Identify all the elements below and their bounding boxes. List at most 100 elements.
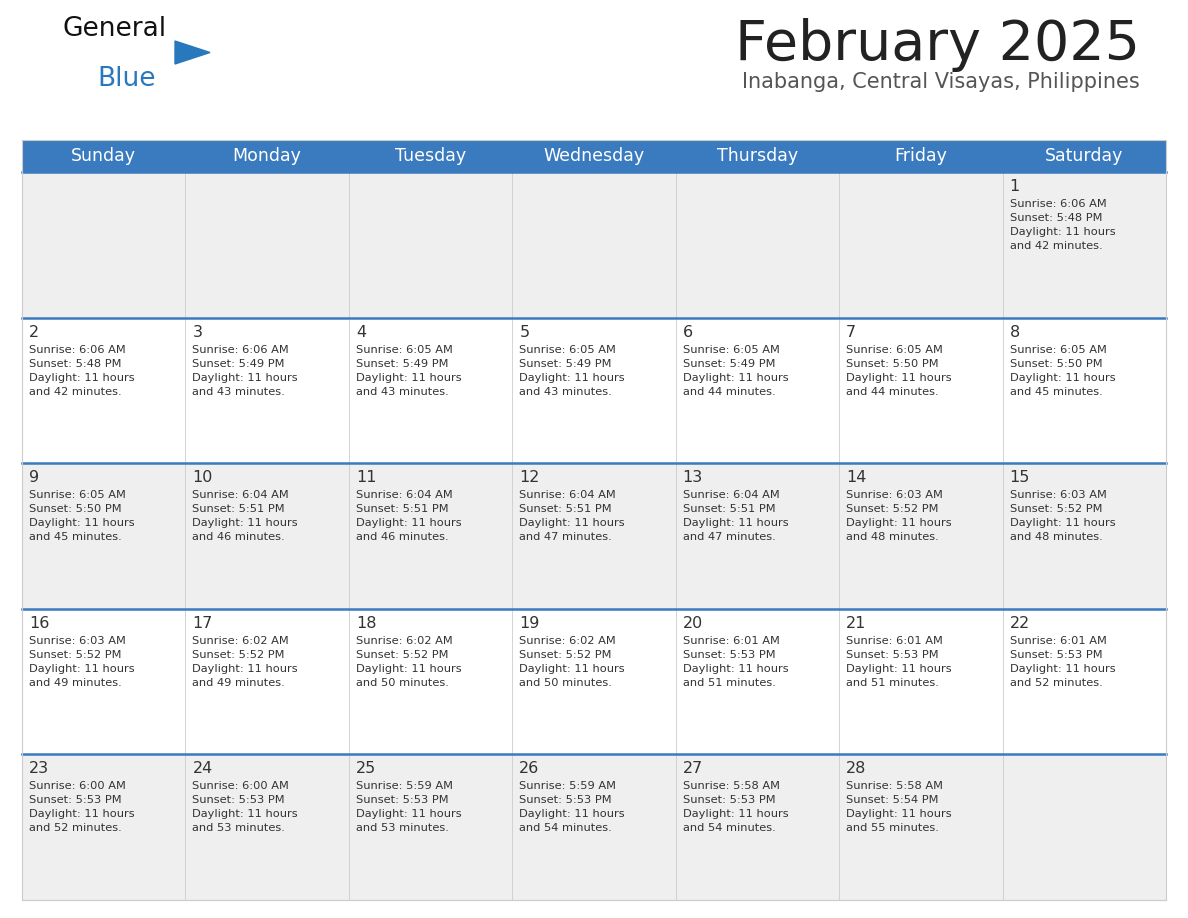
Text: and 43 minutes.: and 43 minutes. xyxy=(356,386,449,397)
Text: Sunrise: 6:05 AM: Sunrise: 6:05 AM xyxy=(846,344,943,354)
Text: and 54 minutes.: and 54 minutes. xyxy=(683,823,776,834)
Text: Sunrise: 6:04 AM: Sunrise: 6:04 AM xyxy=(192,490,289,500)
Text: Sunset: 5:49 PM: Sunset: 5:49 PM xyxy=(356,359,448,369)
Text: Daylight: 11 hours: Daylight: 11 hours xyxy=(192,664,298,674)
Bar xyxy=(23,140,1165,900)
Text: and 49 minutes.: and 49 minutes. xyxy=(192,677,285,688)
Text: Sunrise: 6:01 AM: Sunrise: 6:01 AM xyxy=(1010,636,1106,645)
Text: Sunset: 5:48 PM: Sunset: 5:48 PM xyxy=(29,359,121,369)
Text: 4: 4 xyxy=(356,325,366,340)
Text: Sunrise: 6:06 AM: Sunrise: 6:06 AM xyxy=(192,344,289,354)
Text: and 42 minutes.: and 42 minutes. xyxy=(1010,241,1102,251)
Text: Sunrise: 6:05 AM: Sunrise: 6:05 AM xyxy=(519,344,617,354)
Text: 18: 18 xyxy=(356,616,377,631)
Text: Daylight: 11 hours: Daylight: 11 hours xyxy=(1010,518,1116,528)
Text: 16: 16 xyxy=(29,616,50,631)
Text: and 51 minutes.: and 51 minutes. xyxy=(846,677,939,688)
Text: Sunset: 5:52 PM: Sunset: 5:52 PM xyxy=(29,650,121,660)
Text: Sunrise: 6:03 AM: Sunrise: 6:03 AM xyxy=(1010,490,1106,500)
Text: and 44 minutes.: and 44 minutes. xyxy=(683,386,776,397)
Text: and 43 minutes.: and 43 minutes. xyxy=(519,386,612,397)
Text: and 52 minutes.: and 52 minutes. xyxy=(29,823,121,834)
Text: 19: 19 xyxy=(519,616,539,631)
Text: Sunrise: 6:04 AM: Sunrise: 6:04 AM xyxy=(683,490,779,500)
Text: Sunset: 5:53 PM: Sunset: 5:53 PM xyxy=(192,795,285,805)
Bar xyxy=(23,140,1165,172)
Text: Sunrise: 5:59 AM: Sunrise: 5:59 AM xyxy=(519,781,617,791)
Text: 22: 22 xyxy=(1010,616,1030,631)
Text: and 43 minutes.: and 43 minutes. xyxy=(192,386,285,397)
Text: and 48 minutes.: and 48 minutes. xyxy=(846,532,939,543)
Text: Daylight: 11 hours: Daylight: 11 hours xyxy=(356,664,461,674)
Text: Sunset: 5:53 PM: Sunset: 5:53 PM xyxy=(683,650,776,660)
Text: 12: 12 xyxy=(519,470,539,486)
Text: 5: 5 xyxy=(519,325,530,340)
Text: Sunrise: 6:03 AM: Sunrise: 6:03 AM xyxy=(29,636,126,645)
Text: Sunrise: 6:02 AM: Sunrise: 6:02 AM xyxy=(192,636,289,645)
Text: Sunrise: 6:05 AM: Sunrise: 6:05 AM xyxy=(1010,344,1106,354)
Text: Sunset: 5:51 PM: Sunset: 5:51 PM xyxy=(192,504,285,514)
Text: Inabanga, Central Visayas, Philippines: Inabanga, Central Visayas, Philippines xyxy=(742,72,1140,92)
Text: Sunset: 5:49 PM: Sunset: 5:49 PM xyxy=(683,359,776,369)
Text: Friday: Friday xyxy=(895,147,947,165)
Text: 28: 28 xyxy=(846,761,866,777)
Text: and 50 minutes.: and 50 minutes. xyxy=(356,677,449,688)
Text: Sunset: 5:52 PM: Sunset: 5:52 PM xyxy=(519,650,612,660)
Text: Saturday: Saturday xyxy=(1045,147,1124,165)
Text: and 47 minutes.: and 47 minutes. xyxy=(519,532,612,543)
Text: Sunrise: 6:02 AM: Sunrise: 6:02 AM xyxy=(356,636,453,645)
Text: Sunrise: 6:06 AM: Sunrise: 6:06 AM xyxy=(29,344,126,354)
Text: 10: 10 xyxy=(192,470,213,486)
Text: Sunrise: 6:02 AM: Sunrise: 6:02 AM xyxy=(519,636,617,645)
Text: Sunset: 5:50 PM: Sunset: 5:50 PM xyxy=(846,359,939,369)
Text: and 53 minutes.: and 53 minutes. xyxy=(192,823,285,834)
Text: Sunset: 5:50 PM: Sunset: 5:50 PM xyxy=(1010,359,1102,369)
Text: Sunrise: 5:59 AM: Sunrise: 5:59 AM xyxy=(356,781,453,791)
Text: and 51 minutes.: and 51 minutes. xyxy=(683,677,776,688)
Text: Sunset: 5:48 PM: Sunset: 5:48 PM xyxy=(1010,213,1102,223)
Text: 1: 1 xyxy=(1010,179,1019,194)
Text: and 46 minutes.: and 46 minutes. xyxy=(192,532,285,543)
Text: Sunrise: 6:03 AM: Sunrise: 6:03 AM xyxy=(846,490,943,500)
Text: Daylight: 11 hours: Daylight: 11 hours xyxy=(1010,373,1116,383)
Text: Daylight: 11 hours: Daylight: 11 hours xyxy=(519,664,625,674)
Text: Daylight: 11 hours: Daylight: 11 hours xyxy=(683,664,789,674)
Text: Sunrise: 5:58 AM: Sunrise: 5:58 AM xyxy=(683,781,779,791)
Text: 26: 26 xyxy=(519,761,539,777)
Text: 15: 15 xyxy=(1010,470,1030,486)
Text: Sunset: 5:53 PM: Sunset: 5:53 PM xyxy=(846,650,939,660)
Text: 3: 3 xyxy=(192,325,202,340)
Text: February 2025: February 2025 xyxy=(735,18,1140,72)
Text: 21: 21 xyxy=(846,616,866,631)
Text: Sunset: 5:52 PM: Sunset: 5:52 PM xyxy=(1010,504,1102,514)
Text: Daylight: 11 hours: Daylight: 11 hours xyxy=(192,518,298,528)
Text: Sunrise: 5:58 AM: Sunrise: 5:58 AM xyxy=(846,781,943,791)
Text: Sunset: 5:53 PM: Sunset: 5:53 PM xyxy=(29,795,121,805)
Text: 27: 27 xyxy=(683,761,703,777)
Text: Sunset: 5:50 PM: Sunset: 5:50 PM xyxy=(29,504,121,514)
Text: and 50 minutes.: and 50 minutes. xyxy=(519,677,612,688)
Bar xyxy=(23,609,1165,755)
Text: 2: 2 xyxy=(29,325,39,340)
Text: Sunrise: 6:01 AM: Sunrise: 6:01 AM xyxy=(683,636,779,645)
Text: 11: 11 xyxy=(356,470,377,486)
Text: 7: 7 xyxy=(846,325,857,340)
Text: Daylight: 11 hours: Daylight: 11 hours xyxy=(519,518,625,528)
Text: and 53 minutes.: and 53 minutes. xyxy=(356,823,449,834)
Text: Daylight: 11 hours: Daylight: 11 hours xyxy=(846,518,952,528)
Text: Sunrise: 6:04 AM: Sunrise: 6:04 AM xyxy=(356,490,453,500)
Text: Sunrise: 6:04 AM: Sunrise: 6:04 AM xyxy=(519,490,617,500)
Bar xyxy=(23,464,1165,609)
Text: Daylight: 11 hours: Daylight: 11 hours xyxy=(1010,227,1116,237)
Text: Daylight: 11 hours: Daylight: 11 hours xyxy=(683,373,789,383)
Text: Monday: Monday xyxy=(233,147,302,165)
Text: 8: 8 xyxy=(1010,325,1019,340)
Text: Sunrise: 6:06 AM: Sunrise: 6:06 AM xyxy=(1010,199,1106,209)
Text: and 55 minutes.: and 55 minutes. xyxy=(846,823,939,834)
Text: Wednesday: Wednesday xyxy=(543,147,645,165)
Text: and 46 minutes.: and 46 minutes. xyxy=(356,532,449,543)
Text: 13: 13 xyxy=(683,470,703,486)
Polygon shape xyxy=(175,41,210,64)
Text: Daylight: 11 hours: Daylight: 11 hours xyxy=(846,810,952,820)
Text: Thursday: Thursday xyxy=(716,147,798,165)
